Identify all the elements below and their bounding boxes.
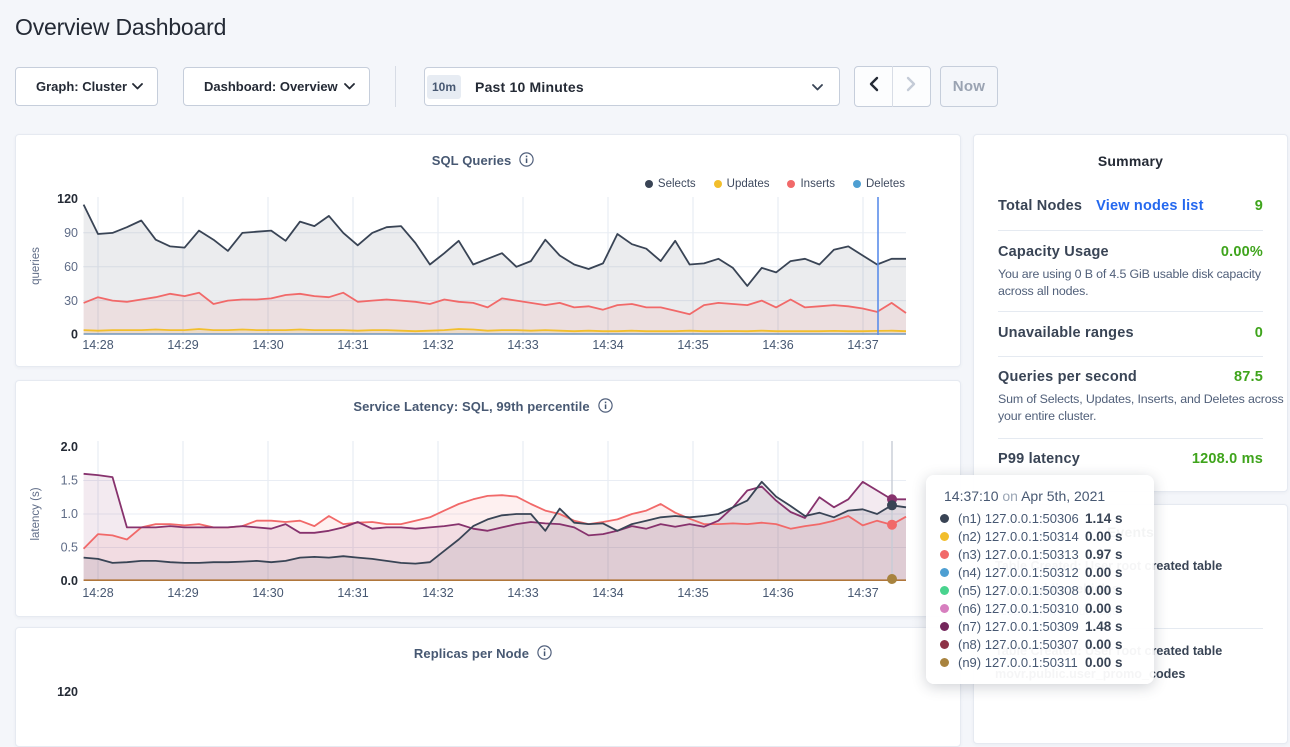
- svg-text:14:36: 14:36: [762, 338, 793, 352]
- svg-text:14:34: 14:34: [592, 586, 623, 600]
- svg-text:queries: queries: [30, 247, 42, 285]
- svg-text:14:30: 14:30: [252, 586, 283, 600]
- svg-text:14:37: 14:37: [847, 338, 878, 352]
- svg-text:2.0: 2.0: [61, 440, 78, 454]
- svg-text:14:31: 14:31: [337, 586, 368, 600]
- svg-text:14:29: 14:29: [167, 586, 198, 600]
- svg-text:120: 120: [57, 685, 78, 698]
- svg-text:14:29: 14:29: [167, 338, 198, 352]
- svg-text:14:35: 14:35: [677, 586, 708, 600]
- svg-text:14:30: 14:30: [252, 338, 283, 352]
- svg-text:14:28: 14:28: [82, 586, 113, 600]
- svg-text:1.0: 1.0: [61, 507, 78, 521]
- svg-text:0.5: 0.5: [61, 541, 78, 555]
- svg-text:120: 120: [57, 192, 78, 206]
- svg-text:14:32: 14:32: [422, 338, 453, 352]
- svg-text:14:34: 14:34: [592, 338, 623, 352]
- svg-text:60: 60: [64, 260, 78, 274]
- svg-text:14:33: 14:33: [507, 338, 538, 352]
- svg-text:1.5: 1.5: [61, 474, 78, 488]
- svg-text:90: 90: [64, 226, 78, 240]
- svg-text:14:33: 14:33: [507, 586, 538, 600]
- svg-text:14:28: 14:28: [82, 338, 113, 352]
- svg-text:0: 0: [71, 328, 78, 342]
- svg-text:30: 30: [64, 294, 78, 308]
- svg-text:latency (s): latency (s): [30, 487, 42, 540]
- svg-text:14:36: 14:36: [762, 586, 793, 600]
- svg-text:14:31: 14:31: [337, 338, 368, 352]
- svg-text:14:37: 14:37: [847, 586, 878, 600]
- svg-text:14:35: 14:35: [677, 338, 708, 352]
- svg-text:0.0: 0.0: [61, 574, 78, 588]
- svg-text:14:32: 14:32: [422, 586, 453, 600]
